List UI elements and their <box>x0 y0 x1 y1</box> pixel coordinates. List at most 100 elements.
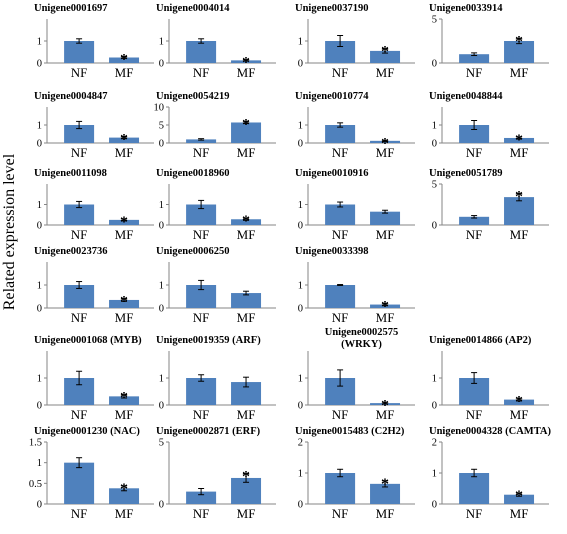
bar <box>109 219 140 225</box>
y-tick-label: 1 <box>159 281 164 292</box>
chart-title: (WRKY) <box>341 339 382 350</box>
category-label: MF <box>237 506 256 521</box>
category-label: NF <box>466 227 483 242</box>
y-tick-label: 0 <box>298 139 303 150</box>
chart-panel: Unigene0019359 (ARF) 0 1 NF MF <box>156 335 276 422</box>
category-label: NF <box>332 227 349 242</box>
chart-title: Unigene0051789 <box>429 168 503 179</box>
y-tick-label: 2 <box>298 438 303 449</box>
y-tick-label: 1 <box>159 37 164 48</box>
y-tick-label: 0 <box>432 139 437 150</box>
bar <box>231 60 262 63</box>
bar <box>504 41 535 63</box>
chart-panel: Unigene0015483 (C2H2) 0 1 2 NF * MF <box>295 426 415 521</box>
significance-star: * <box>515 393 523 410</box>
y-tick-label: 1 <box>37 37 42 48</box>
category-label: MF <box>115 506 134 521</box>
bar <box>370 140 401 143</box>
category-label: NF <box>193 227 210 242</box>
significance-star: * <box>515 132 523 149</box>
bar <box>459 125 490 143</box>
category-label: NF <box>71 310 88 325</box>
chart-panel: Unigene0014866 (AP2) 0 1 NF *MF <box>429 335 549 422</box>
category-label: MF <box>115 407 134 422</box>
bar <box>186 204 217 225</box>
y-tick-label: 0 <box>37 221 42 232</box>
category-label: MF <box>115 310 134 325</box>
bar <box>109 57 140 63</box>
chart-title: Unigene0004014 <box>156 3 230 14</box>
chart-panel: Unigene0004328 (CAMTA) 0 1 2 NF *MF <box>429 426 552 521</box>
category-label: MF <box>376 145 395 160</box>
bar <box>231 382 262 405</box>
category-label: MF <box>376 227 395 242</box>
chart-title: Unigene0010916 <box>295 168 369 179</box>
chart-panel: Unigene0006250 0 1 NF MF <box>156 246 276 325</box>
bar <box>459 473 490 504</box>
chart-panel: Unigene0010774 0 1 NF *MF <box>295 91 415 160</box>
y-axis-label: Related expression level <box>1 153 18 310</box>
y-tick-label: 0 <box>159 304 164 315</box>
y-tick-label: 0 <box>159 59 164 70</box>
significance-star: * <box>242 55 250 72</box>
category-label: MF <box>510 145 529 160</box>
category-label: NF <box>71 407 88 422</box>
significance-star: * <box>242 469 250 486</box>
bar <box>370 304 401 308</box>
chart-title: Unigene0001697 <box>34 3 108 14</box>
y-tick-label: 1.5 <box>29 438 42 449</box>
category-label: MF <box>237 227 256 242</box>
category-label: MF <box>510 506 529 521</box>
y-tick-label: 1 <box>159 200 164 211</box>
bar <box>325 204 356 225</box>
bar <box>109 137 140 143</box>
category-label: NF <box>332 310 349 325</box>
chart-panel: Unigene0002575(WRKY) 0 1 NF *MF <box>298 327 415 422</box>
y-tick-label: 0 <box>298 304 303 315</box>
chart-title: Unigene0019359 (ARF) <box>156 335 261 346</box>
category-label: NF <box>332 407 349 422</box>
chart-title: Unigene0015483 (C2H2) <box>295 426 405 437</box>
significance-star: * <box>120 481 128 498</box>
chart-panel: Unigene0054219 0 5 10 NF * MF <box>154 91 276 160</box>
y-tick-label: 5 <box>159 438 164 449</box>
category-label: NF <box>332 506 349 521</box>
bar <box>186 285 217 308</box>
y-tick-label: 1 <box>298 374 303 385</box>
bar <box>109 488 140 504</box>
y-tick-label: 0 <box>37 401 42 412</box>
category-label: NF <box>193 310 210 325</box>
category-label: MF <box>376 65 395 80</box>
chart-panel: Unigene0033398 0 1 NF *MF <box>295 246 415 325</box>
bar <box>504 494 535 504</box>
category-label: MF <box>376 506 395 521</box>
category-label: NF <box>193 506 210 521</box>
significance-star: * <box>381 44 389 61</box>
y-tick-label: 0 <box>159 500 164 511</box>
significance-star: * <box>120 52 128 69</box>
category-label: NF <box>466 407 483 422</box>
category-label: NF <box>193 65 210 80</box>
chart-title: Unigene0001068 (MYB) <box>34 335 142 346</box>
y-tick-label: 0 <box>298 59 303 70</box>
y-tick-label: 5 <box>432 180 437 191</box>
category-label: NF <box>71 65 88 80</box>
chart-title: Unigene0037190 <box>295 3 369 14</box>
category-label: NF <box>193 407 210 422</box>
y-tick-label: 5 <box>159 121 164 132</box>
bar <box>231 293 262 308</box>
bar <box>64 204 95 225</box>
bar <box>186 139 217 143</box>
category-label: NF <box>332 145 349 160</box>
y-tick-label: 1 <box>432 374 437 385</box>
bar <box>64 41 95 63</box>
bar <box>504 137 535 143</box>
bar <box>231 219 262 225</box>
chart-title: Unigene0054219 <box>156 91 230 102</box>
bar <box>504 399 535 405</box>
category-label: MF <box>115 145 134 160</box>
category-label: NF <box>466 506 483 521</box>
chart-panel: Unigene0037190 0 1 NF * MF <box>295 3 415 80</box>
bar <box>325 41 356 63</box>
